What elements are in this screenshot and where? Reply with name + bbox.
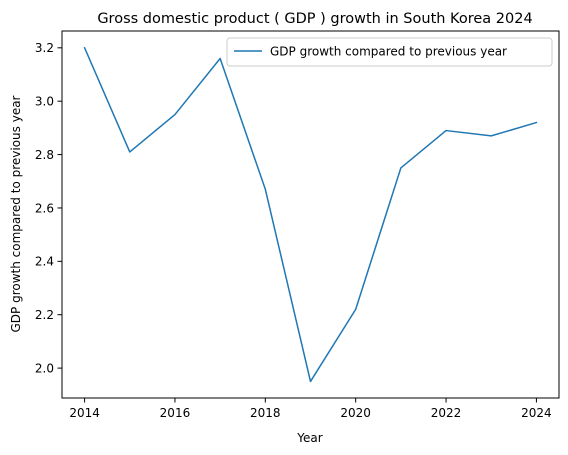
legend-label: GDP growth compared to previous year: [270, 45, 507, 59]
legend-box: [226, 37, 553, 67]
plot-area: [61, 30, 560, 399]
x-tick-label: 2020: [340, 406, 371, 420]
x-tick-label: 2014: [69, 406, 100, 420]
chart-title: Gross domestic product ( GDP ) growth in…: [97, 11, 532, 27]
y-tick-label: 2.6: [35, 201, 54, 215]
x-tick-label: 2024: [521, 406, 552, 420]
x-tick-label: 2022: [431, 406, 462, 420]
plot-frame: [61, 30, 560, 399]
x-axis: 2014 2016 2018 2020 2022 2024: [69, 398, 552, 420]
y-tick-label: 3.0: [35, 94, 54, 108]
x-tick-label: 2016: [160, 406, 191, 420]
y-tick-label: 2.8: [35, 148, 54, 162]
x-axis-label: Year: [296, 431, 322, 445]
series-line: [83, 46, 538, 383]
y-axis-label: GDP growth compared to previous year: [9, 95, 23, 332]
y-tick-label: 2.4: [35, 255, 54, 269]
y-axis: 2.0 2.2 2.4 2.6 2.8 3.0 3.2: [35, 41, 62, 375]
x-tick-label: 2018: [250, 406, 281, 420]
series-layer: [83, 46, 538, 383]
y-tick-label: 2.0: [35, 361, 54, 375]
y-tick-label: 3.2: [35, 41, 54, 55]
legend: GDP growth compared to previous year: [226, 37, 553, 67]
y-tick-label: 2.2: [35, 308, 54, 322]
